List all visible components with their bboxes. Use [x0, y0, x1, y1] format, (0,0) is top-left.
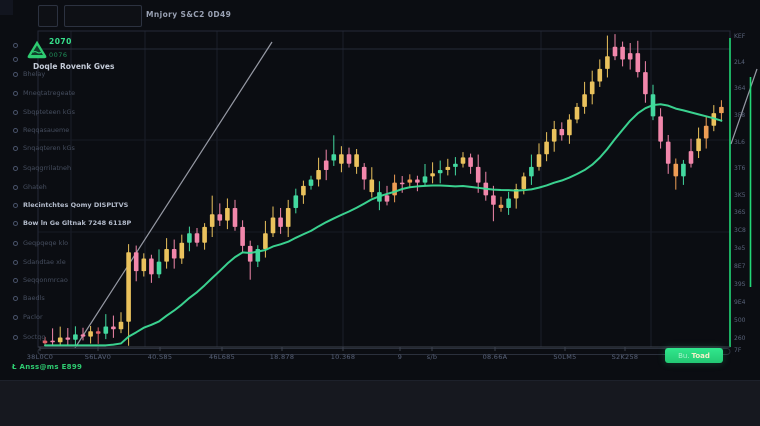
bullet-icon — [13, 71, 18, 77]
y-axis-label: 3C8 — [734, 227, 746, 234]
sidebar-item[interactable]: Sdandtae xle — [13, 258, 66, 266]
sidebar-item[interactable]: Rlecintchtes Qomy DISPLTVS — [13, 201, 128, 209]
x-axis-label: s/b — [426, 353, 438, 361]
sidebar-item[interactable]: Sqaqgrrilatneh — [13, 164, 71, 172]
sidebar-item[interactable]: Geqpqeqe klo — [13, 239, 68, 247]
trend-lines — [74, 41, 758, 349]
x-axis-label: 10.368 — [330, 353, 356, 361]
x-axis-label: S6LAV0 — [84, 353, 112, 361]
bullet-icon — [13, 202, 18, 208]
search-input[interactable] — [64, 5, 142, 27]
sidebar-item-label: Geqpqeqe klo — [23, 239, 69, 247]
y-axis-label: 39S — [734, 281, 746, 288]
bullet-icon — [13, 334, 18, 340]
sidebar-item-label: Baedls — [23, 294, 45, 302]
sidebar-item-label: Reqqasaueme — [23, 126, 70, 134]
price-subvalue: 0076 — [49, 51, 68, 59]
window-title: Mnjory S&C2 0D49 — [146, 10, 232, 19]
x-axis-label: 08.66A — [482, 353, 508, 361]
sidebar-item[interactable]: Ghateh — [13, 183, 47, 191]
buy-button[interactable]: Bu. Toad — [665, 348, 723, 363]
y-axis-label: KEF — [734, 33, 746, 40]
x-axis-label: S2K258 — [611, 353, 639, 361]
buy-button-prefix: Bu. — [678, 351, 690, 360]
sidebar-item-label: Mneqtatregeate — [23, 89, 76, 97]
sidebar-item[interactable]: Reqqasaueme — [13, 126, 69, 134]
y-axis-label: 3T6 — [734, 165, 746, 172]
window-corner — [0, 0, 13, 15]
sidebar-item-label: Bow ln Ge Gltnak 7248 6118P — [23, 219, 132, 227]
moving-average-line — [44, 103, 723, 347]
x-axis-label: 18.878 — [269, 353, 295, 361]
sidebar-item[interactable]: Snqaqteren kGs — [13, 144, 75, 152]
y-axis-label: 3L6 — [734, 139, 745, 146]
sidebar-item-label: Ghateh — [23, 183, 47, 191]
bullet-icon — [13, 165, 18, 171]
bullet-icon — [13, 145, 18, 151]
sidebar-item[interactable]: Sbqpteteen kGs — [13, 108, 75, 116]
y-axis-label: 3K5 — [734, 192, 746, 199]
sidebar-item[interactable]: Baedls — [13, 294, 45, 302]
bullet-icon — [13, 259, 18, 265]
sidebar-item[interactable]: Mneqtatregeate — [13, 89, 75, 97]
sidebar-item-label: Sdandtae xle — [23, 258, 66, 266]
bullet-icon — [13, 295, 18, 301]
bottom-panel — [0, 380, 760, 426]
time-axis[interactable]: 38L0C0 S6LAV0 40.S85 46L685 18.878 10.368 9 s/b… — [0, 353, 760, 363]
bullet-icon — [13, 57, 18, 62]
bullet-icon — [13, 240, 18, 246]
price-value: 2070 — [49, 37, 72, 46]
sidebar-item-label: Sbqpteteen kGs — [23, 108, 75, 116]
bullet-icon — [13, 314, 18, 320]
grid-lines — [37, 30, 731, 348]
sidebar-item-label: Sqaqgrrilatneh — [23, 164, 72, 172]
sidebar-item[interactable]: Paclor — [13, 313, 43, 321]
price-axis[interactable]: KEF 2L4 364 3F8 3L6 3T6 3K5 36S 3C8 3e5 8E7 39S 9E4 5… — [734, 0, 760, 426]
y-axis-label: 36S — [734, 209, 746, 216]
y-axis-label: 8E7 — [734, 263, 746, 270]
sidebar-item-label: Soctqg — [23, 333, 46, 341]
sidebar-item-label: Snqaqteren kGs — [23, 144, 75, 152]
sidebar-item-label: Paclor — [23, 313, 43, 321]
y-axis-label: 9E4 — [734, 299, 746, 306]
axis-lines — [37, 346, 731, 355]
y-axis-label: 3F8 — [734, 112, 746, 119]
y-axis-label: 260 — [734, 335, 746, 342]
y-axis-label: 500 — [734, 317, 746, 324]
symbol-input[interactable] — [38, 5, 58, 27]
status-footer: Ł Anss@ms E899 — [12, 363, 83, 371]
x-axis-label: S0LM5 — [553, 353, 577, 361]
sidebar-item[interactable]: Soctqg — [13, 333, 45, 341]
bullet-icon — [13, 220, 18, 226]
sidebar-item[interactable]: Bhelay — [13, 70, 45, 78]
bullet-icon — [13, 127, 18, 133]
bullet-icon — [13, 90, 18, 96]
buy-button-label: Toad — [691, 351, 710, 360]
sidebar-item[interactable]: Seqqonmrcao — [13, 276, 68, 284]
y-axis-label: 2L4 — [734, 59, 745, 66]
sidebar-item[interactable]: Bow ln Ge Gltnak 7248 6118P — [13, 219, 131, 227]
y-axis-label: 364 — [734, 85, 746, 92]
x-axis-label: 38L0C0 — [26, 353, 54, 361]
sidebar-item-label: Rlecintchtes Qomy DISPLTVS — [23, 201, 129, 209]
bullet-icon — [13, 277, 18, 283]
y-axis-label: 7F — [734, 347, 742, 354]
bullet-icon — [13, 109, 18, 115]
y-axis-label: 3e5 — [734, 245, 746, 252]
bullet-icon — [13, 184, 18, 190]
candles — [42, 34, 724, 346]
sidebar-group-title: Doqle Rovenk Gves — [33, 62, 115, 71]
x-axis-label: 46L685 — [208, 353, 236, 361]
x-axis-label: 9 — [397, 353, 403, 361]
bullet-icon — [13, 43, 18, 48]
sidebar-item-label: Seqqonmrcao — [23, 276, 68, 284]
price-markers — [729, 38, 752, 347]
coin-logo-icon — [27, 40, 47, 59]
sidebar-item-label: Bhelay — [23, 70, 46, 78]
x-axis-label: 40.S85 — [147, 353, 173, 361]
